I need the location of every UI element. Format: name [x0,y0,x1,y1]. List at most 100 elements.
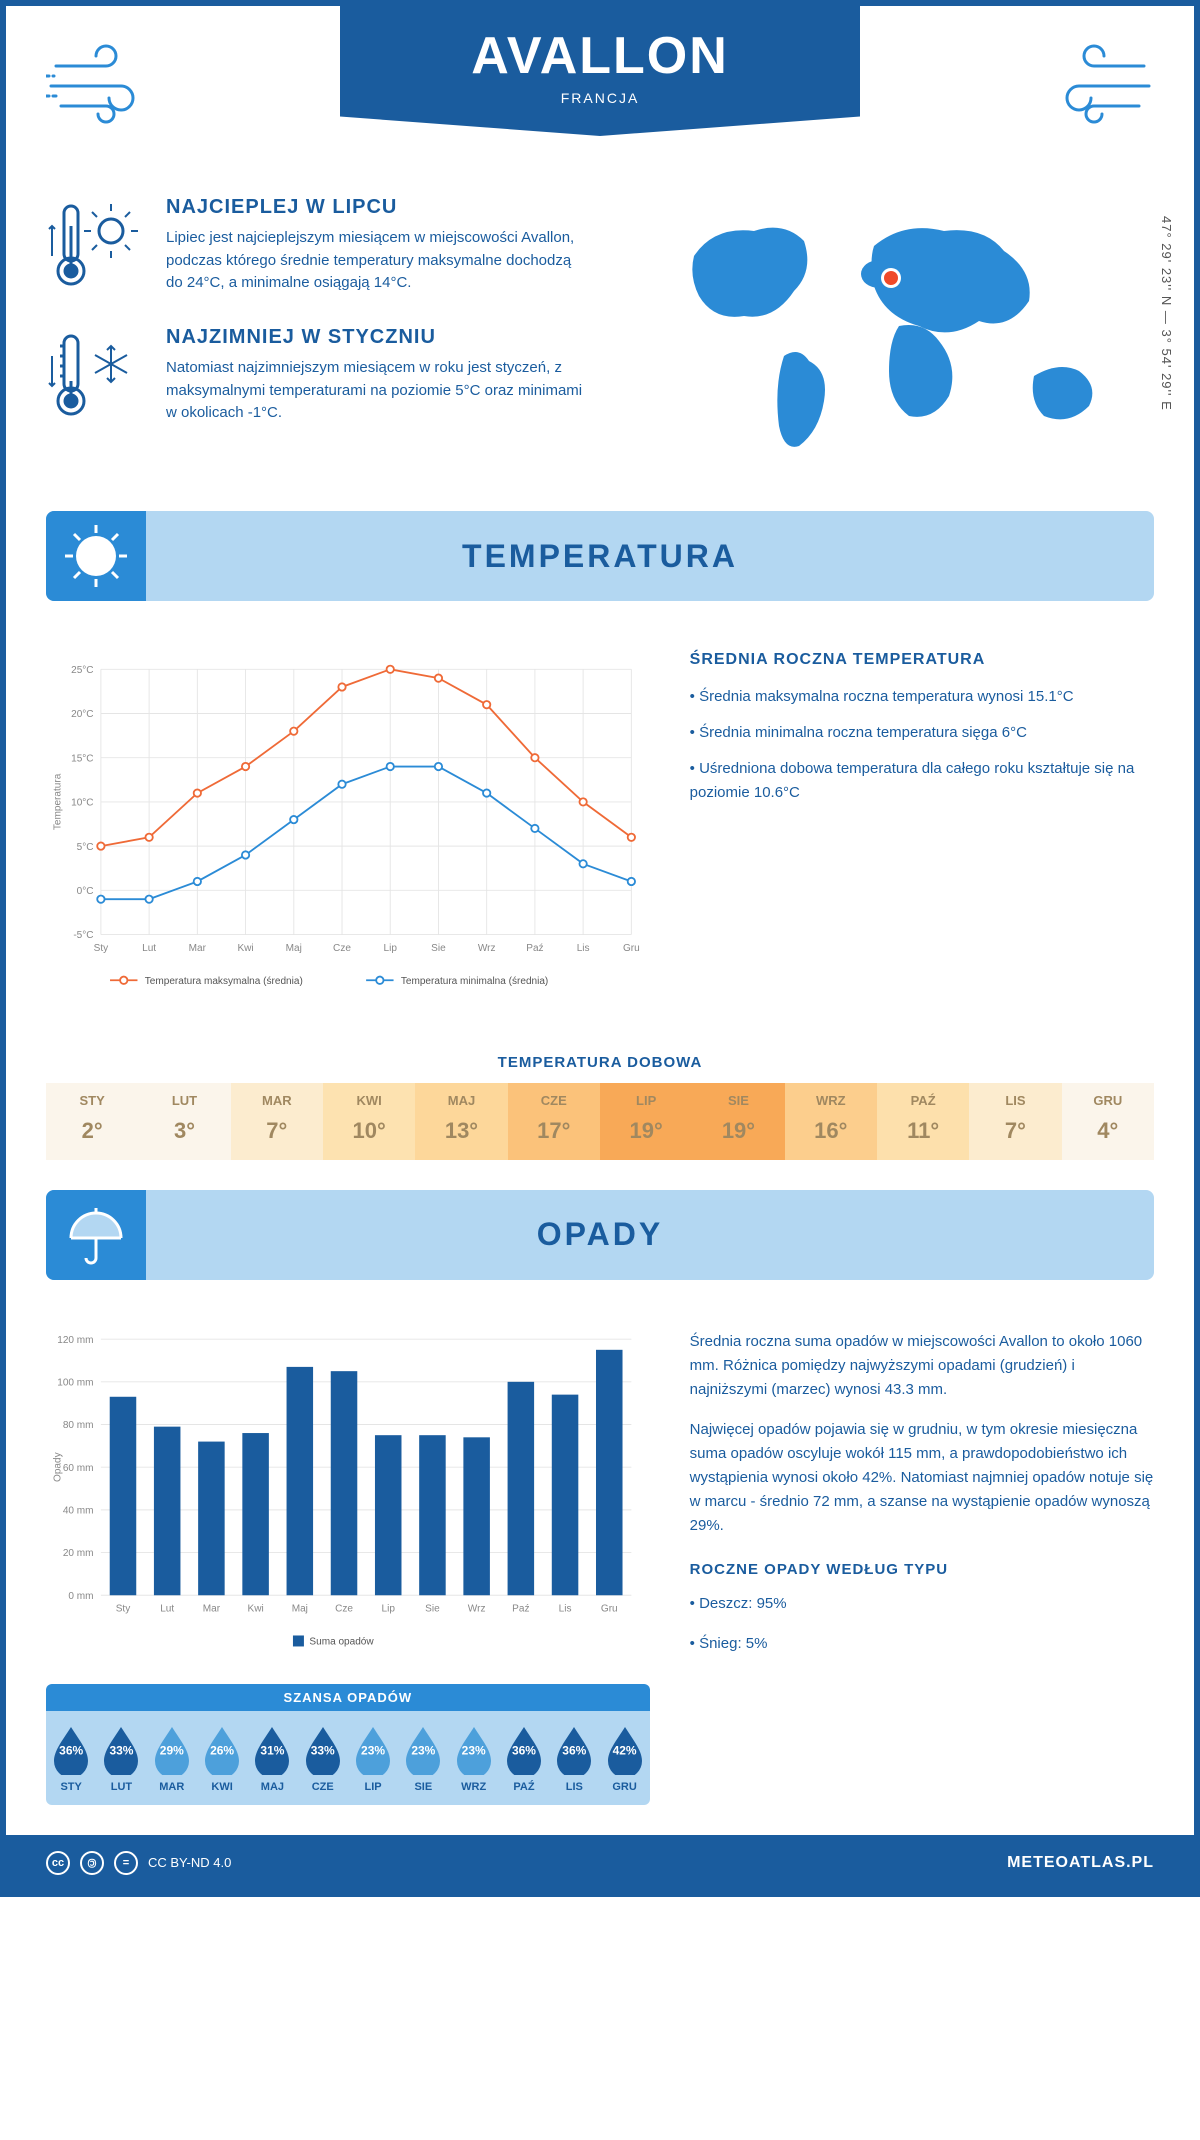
svg-text:5°C: 5°C [77,842,94,853]
license-text: CC BY-ND 4.0 [148,1855,231,1870]
svg-text:Mar: Mar [189,943,207,954]
svg-text:Temperatura minimalna (średnia: Temperatura minimalna (średnia) [401,976,548,987]
chance-cell: 33%CZE [298,1723,348,1793]
daily-cell: STY2° [46,1083,138,1160]
daily-temp-strip: STY2°LUT3°MAR7°KWI10°MAJ13°CZE17°LIP19°S… [46,1083,1154,1160]
daily-cell: LUT3° [138,1083,230,1160]
coldest-title: NAJZIMNIEJ W STYCZNIU [166,326,586,349]
footer: cc 🄯 = CC BY-ND 4.0 METEOATLAS.PL [6,1835,1194,1891]
svg-text:40 mm: 40 mm [63,1505,94,1516]
chance-cell: 23%WRZ [449,1723,499,1793]
precip-paragraph: Najwięcej opadów pojawia się w grudniu, … [690,1418,1154,1538]
chance-cell: 23%LIP [348,1723,398,1793]
svg-text:Cze: Cze [335,1603,353,1614]
svg-text:Opady: Opady [53,1452,64,1482]
svg-text:Paź: Paź [526,943,543,954]
daily-cell: MAR7° [231,1083,323,1160]
svg-text:0°C: 0°C [77,886,94,897]
thermometer-sun-icon [46,196,146,296]
wind-icon [46,36,166,136]
svg-text:20°C: 20°C [71,709,93,720]
warmest-text: Lipiec jest najcieplejszym miesiącem w m… [166,227,586,295]
precip-text: Średnia roczna suma opadów w miejscowośc… [690,1330,1154,1805]
chance-cell: 36%PAŹ [499,1723,549,1793]
svg-text:Lut: Lut [160,1603,174,1614]
svg-text:80 mm: 80 mm [63,1420,94,1431]
svg-text:20 mm: 20 mm [63,1548,94,1559]
precip-type-line: • Deszcz: 95% [690,1592,1154,1616]
svg-text:Sie: Sie [431,943,446,954]
svg-text:Lut: Lut [142,943,156,954]
wind-icon [1034,36,1154,136]
svg-text:Sie: Sie [425,1603,440,1614]
footer-brand: METEOATLAS.PL [1007,1854,1154,1872]
daily-cell: LIP19° [600,1083,692,1160]
chance-cell: 36%STY [46,1723,96,1793]
warmest-block: NAJCIEPLEJ W LIPCU Lipiec jest najcieple… [46,196,614,296]
precip-type-line: • Śnieg: 5% [690,1632,1154,1656]
city-name: AVALLON [340,26,860,86]
extremes-section: NAJCIEPLEJ W LIPCU Lipiec jest najcieple… [6,166,1194,491]
chance-cell: 29%MAR [147,1723,197,1793]
chance-cell: 31%MAJ [247,1723,297,1793]
temperature-stats: ŚREDNIA ROCZNA TEMPERATURA • Średnia mak… [690,651,1154,1004]
world-map: 47° 29' 23'' N — 3° 54' 29'' E [654,196,1154,461]
coldest-text: Natomiast najzimniejszym miesiącem w rok… [166,357,586,425]
warmest-title: NAJCIEPLEJ W LIPCU [166,196,586,219]
svg-text:Lip: Lip [384,943,398,954]
svg-text:15°C: 15°C [71,753,93,764]
daily-cell: KWI10° [323,1083,415,1160]
daily-cell: MAJ13° [415,1083,507,1160]
svg-text:Mar: Mar [203,1603,221,1614]
by-icon: 🄯 [80,1851,104,1875]
daily-cell: WRZ16° [785,1083,877,1160]
daily-cell: LIS7° [969,1083,1061,1160]
temp-stats-title: ŚREDNIA ROCZNA TEMPERATURA [690,651,1154,669]
chance-cell: 23%SIE [398,1723,448,1793]
sun-icon [46,511,146,601]
svg-text:Cze: Cze [333,943,351,954]
precip-paragraph: Średnia roczna suma opadów w miejscowośc… [690,1330,1154,1402]
nd-icon: = [114,1851,138,1875]
svg-text:10°C: 10°C [71,798,93,809]
coordinates: 47° 29' 23'' N — 3° 54' 29'' E [1159,216,1174,411]
svg-text:Kwi: Kwi [248,1603,264,1614]
precip-chart: 0 mm20 mm40 mm60 mm80 mm100 mm120 mmStyL… [46,1330,650,1805]
svg-text:100 mm: 100 mm [57,1377,93,1388]
svg-text:Lis: Lis [577,943,590,954]
svg-text:Kwi: Kwi [237,943,253,954]
license: cc 🄯 = CC BY-ND 4.0 [46,1851,231,1875]
temperature-title: TEMPERATURA [462,538,738,575]
chance-strip: SZANSA OPADÓW 36%STY33%LUT29%MAR26%KWI31… [46,1684,650,1805]
temp-stat-line: • Średnia maksymalna roczna temperatura … [690,685,1154,709]
umbrella-icon [46,1190,146,1280]
country-name: FRANCJA [340,90,860,106]
chance-cell: 36%LIS [549,1723,599,1793]
precip-title: OPADY [537,1216,663,1253]
svg-text:0 mm: 0 mm [68,1590,93,1601]
svg-text:25°C: 25°C [71,665,93,676]
precip-banner: OPADY [46,1190,1154,1280]
temp-stat-line: • Uśredniona dobowa temperatura dla całe… [690,757,1154,805]
svg-text:Suma opadów: Suma opadów [309,1636,374,1647]
svg-text:Wrz: Wrz [468,1603,486,1614]
svg-text:Sty: Sty [94,943,109,954]
svg-text:Maj: Maj [292,1603,308,1614]
daily-cell: CZE17° [508,1083,600,1160]
chance-cell: 26%KWI [197,1723,247,1793]
thermometer-snow-icon [46,326,146,426]
svg-text:-5°C: -5°C [73,930,93,941]
daily-cell: SIE19° [692,1083,784,1160]
daily-cell: GRU4° [1062,1083,1154,1160]
svg-text:Lip: Lip [382,1603,396,1614]
svg-text:Temperatura maksymalna (średni: Temperatura maksymalna (średnia) [145,976,303,987]
svg-text:Temperatura: Temperatura [53,773,64,830]
header: AVALLON FRANCJA [6,6,1194,166]
svg-text:Gru: Gru [623,943,640,954]
header-banner: AVALLON FRANCJA [340,6,860,136]
coldest-block: NAJZIMNIEJ W STYCZNIU Natomiast najzimni… [46,326,614,426]
chance-title: SZANSA OPADÓW [46,1684,650,1711]
svg-text:Gru: Gru [601,1603,618,1614]
svg-text:Lis: Lis [559,1603,572,1614]
temperature-banner: TEMPERATURA [46,511,1154,601]
